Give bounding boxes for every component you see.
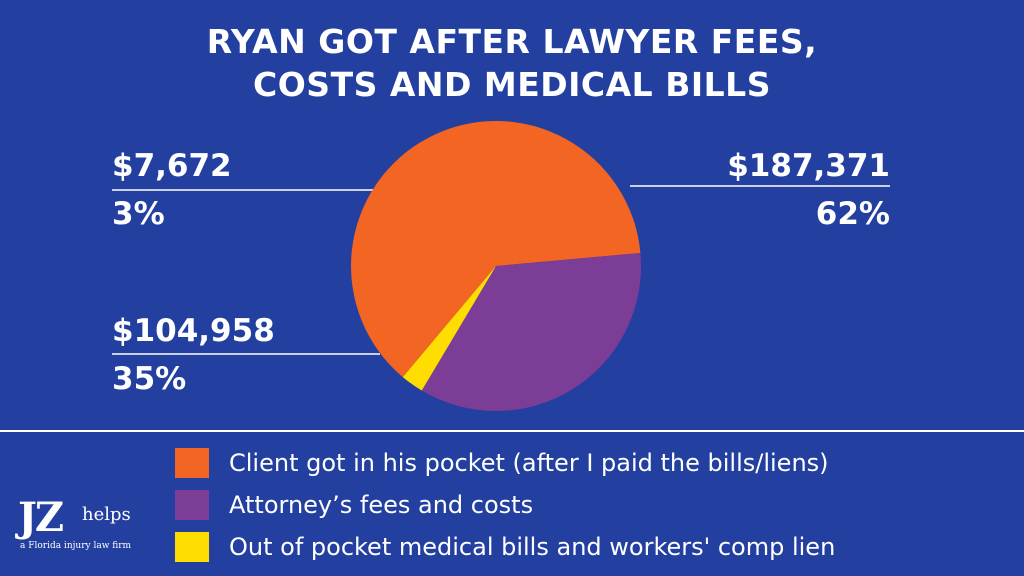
chart-title-line-1: RYAN GOT AFTER LAWYER FEES, <box>206 22 818 61</box>
legend-label-medical: Out of pocket medical bills and workers'… <box>229 533 836 561</box>
callout-attorney-fees: $104,958 35% <box>112 313 275 397</box>
chart-title: RYAN GOT AFTER LAWYER FEES, COSTS AND ME… <box>0 20 1024 106</box>
legend-item-medical: Out of pocket medical bills and workers'… <box>175 526 835 568</box>
legend-swatch-attorney <box>175 490 209 520</box>
logo-mark: JZ <box>18 494 64 541</box>
legend-item-client: Client got in his pocket (after I paid t… <box>175 442 835 484</box>
legend-label-client: Client got in his pocket (after I paid t… <box>229 449 829 477</box>
legend-swatch-client <box>175 448 209 478</box>
legend-label-attorney: Attorney’s fees and costs <box>229 491 534 519</box>
pie-chart <box>112 120 890 411</box>
pie-slice-client <box>351 120 641 378</box>
divider <box>0 430 1024 432</box>
legend-item-attorney: Attorney’s fees and costs <box>175 484 835 526</box>
callout-out-of-pocket-percent: 3% <box>112 196 165 232</box>
callout-client-amount: $187,371 <box>727 148 890 184</box>
callout-client: $187,371 62% <box>727 148 890 232</box>
logo-word: helps <box>82 504 131 525</box>
chart-title-line-2: COSTS AND MEDICAL BILLS <box>253 65 771 104</box>
callout-attorney-fees-percent: 35% <box>112 361 187 397</box>
callout-client-percent: 62% <box>815 196 890 232</box>
callout-attorney-fees-amount: $104,958 <box>112 313 275 349</box>
pie-slice-attorney <box>421 252 641 411</box>
callout-out-of-pocket: $7,672 3% <box>112 148 232 232</box>
logo-tagline: a Florida injury law firm <box>20 541 132 551</box>
callout-out-of-pocket-amount: $7,672 <box>112 148 232 184</box>
pie-slice-medical <box>402 266 496 391</box>
legend-swatch-medical <box>175 532 209 562</box>
logo: JZ helps a Florida injury law firm <box>18 498 138 558</box>
legend: Client got in his pocket (after I paid t… <box>175 442 835 568</box>
